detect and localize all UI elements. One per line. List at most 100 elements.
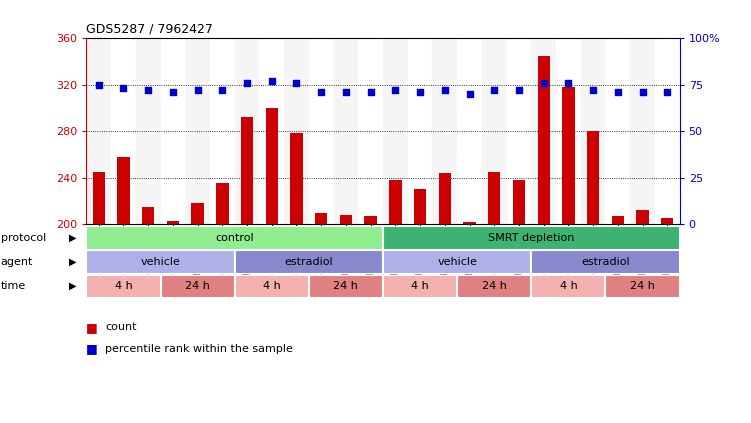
Text: ■: ■: [86, 342, 98, 355]
Text: 4 h: 4 h: [115, 281, 132, 291]
Point: [439, 87, 451, 93]
Bar: [86, 226, 383, 250]
Bar: [185, 38, 210, 224]
Point: [340, 89, 352, 96]
Bar: [556, 38, 581, 224]
Point: [266, 77, 278, 84]
Text: 4 h: 4 h: [412, 281, 429, 291]
Bar: [414, 190, 427, 224]
Bar: [605, 275, 680, 298]
Bar: [433, 38, 457, 224]
Text: estradiol: estradiol: [285, 257, 333, 267]
Point: [463, 91, 475, 97]
Bar: [581, 38, 605, 224]
Bar: [611, 216, 624, 224]
Text: count: count: [105, 322, 137, 332]
Bar: [136, 38, 161, 224]
Bar: [161, 38, 185, 224]
Text: 24 h: 24 h: [630, 281, 655, 291]
Text: 4 h: 4 h: [263, 281, 281, 291]
Bar: [383, 226, 680, 250]
Text: GDS5287 / 7962427: GDS5287 / 7962427: [86, 22, 213, 36]
Point: [612, 89, 624, 96]
Point: [117, 85, 129, 92]
Text: ▶: ▶: [69, 281, 77, 291]
Bar: [315, 213, 327, 224]
Bar: [636, 210, 649, 224]
Point: [365, 89, 377, 96]
Bar: [364, 216, 377, 224]
Bar: [309, 38, 333, 224]
Point: [587, 87, 599, 93]
Bar: [457, 38, 482, 224]
Bar: [284, 38, 309, 224]
Bar: [234, 275, 309, 298]
Point: [538, 80, 550, 86]
Point: [513, 87, 525, 93]
Bar: [266, 108, 278, 224]
Point: [216, 87, 228, 93]
Point: [192, 87, 204, 93]
Point: [637, 89, 649, 96]
Bar: [161, 275, 234, 298]
Text: ▶: ▶: [69, 233, 77, 243]
Bar: [532, 250, 680, 274]
Bar: [192, 203, 204, 224]
Text: time: time: [1, 281, 26, 291]
Text: 24 h: 24 h: [185, 281, 210, 291]
Point: [291, 80, 303, 86]
Bar: [234, 250, 383, 274]
Bar: [383, 38, 408, 224]
Bar: [241, 117, 253, 224]
Bar: [389, 180, 402, 224]
Bar: [86, 38, 111, 224]
Bar: [655, 38, 680, 224]
Bar: [439, 173, 451, 224]
Text: 24 h: 24 h: [482, 281, 507, 291]
Point: [488, 87, 500, 93]
Bar: [661, 218, 674, 224]
Text: 24 h: 24 h: [333, 281, 358, 291]
Bar: [488, 172, 500, 224]
Bar: [86, 250, 234, 274]
Bar: [408, 38, 433, 224]
Bar: [383, 275, 457, 298]
Bar: [513, 180, 525, 224]
Bar: [339, 215, 352, 224]
Bar: [333, 38, 358, 224]
Bar: [291, 134, 303, 224]
Bar: [92, 172, 105, 224]
Bar: [532, 38, 556, 224]
Text: SMRT depletion: SMRT depletion: [488, 233, 575, 243]
Text: ■: ■: [86, 321, 98, 334]
Point: [562, 80, 575, 86]
Bar: [383, 250, 532, 274]
Bar: [309, 275, 383, 298]
Bar: [142, 207, 155, 224]
Text: 4 h: 4 h: [559, 281, 578, 291]
Bar: [507, 38, 532, 224]
Bar: [86, 275, 161, 298]
Bar: [482, 38, 507, 224]
Bar: [587, 131, 599, 224]
Text: ▶: ▶: [69, 257, 77, 267]
Bar: [532, 275, 605, 298]
Text: control: control: [216, 233, 254, 243]
Bar: [538, 55, 550, 224]
Point: [92, 81, 104, 88]
Point: [662, 89, 674, 96]
Point: [142, 87, 154, 93]
Text: agent: agent: [1, 257, 33, 267]
Bar: [210, 38, 234, 224]
Bar: [216, 184, 228, 224]
Bar: [630, 38, 655, 224]
Bar: [562, 87, 575, 224]
Point: [241, 80, 253, 86]
Bar: [358, 38, 383, 224]
Bar: [111, 38, 136, 224]
Text: estradiol: estradiol: [581, 257, 630, 267]
Text: vehicle: vehicle: [437, 257, 477, 267]
Text: protocol: protocol: [1, 233, 46, 243]
Point: [414, 89, 426, 96]
Text: percentile rank within the sample: percentile rank within the sample: [105, 343, 293, 354]
